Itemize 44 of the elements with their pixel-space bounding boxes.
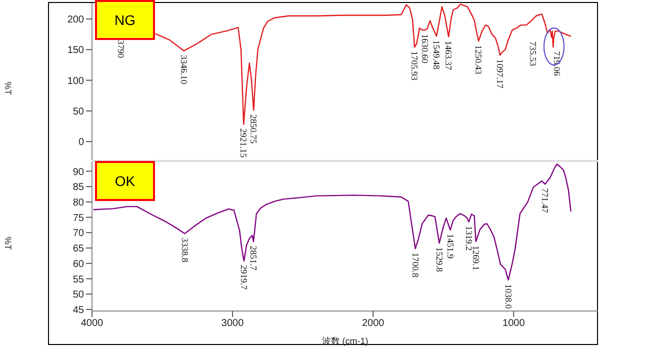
- y-tick-label: 100: [67, 76, 84, 87]
- annotation: 1630.60: [420, 34, 430, 64]
- annotation: 735.53: [528, 41, 538, 67]
- annotation: 1451.9: [445, 234, 456, 260]
- annotation: 1705.93: [410, 51, 420, 81]
- y-tick-label: 60: [72, 258, 84, 270]
- y-tick-label: 0: [78, 137, 84, 148]
- y-tick-label: 70: [72, 228, 84, 240]
- annotation: 1038.0: [503, 284, 514, 310]
- y-tick-label: 55: [72, 274, 84, 286]
- x-axis-title: 波数 (cm-1): [320, 335, 370, 348]
- text: OK: [95, 161, 155, 201]
- y-tick-label: 150: [67, 45, 84, 56]
- annotation: 1549.48: [432, 40, 442, 70]
- y-tick-label: 200: [67, 14, 84, 26]
- y-tick-label: 90: [72, 166, 84, 178]
- annotation: 1463.37: [444, 40, 454, 70]
- annotation: 3338.8: [180, 238, 190, 263]
- annotation: 2851.7: [248, 246, 258, 271]
- annotation: 1097.17: [495, 59, 506, 89]
- x-tick-label: 2000: [362, 318, 385, 330]
- x-tick-label: 4000: [80, 318, 104, 330]
- x-tick-label: 1000: [502, 318, 526, 330]
- y-axis-title: %T: [2, 82, 13, 96]
- y-tick-label: 75: [72, 212, 84, 224]
- y-tick-label: 50: [72, 106, 84, 118]
- annotation: 3346.10: [178, 54, 189, 85]
- text: NG: [95, 0, 155, 40]
- y-tick-label: 45: [72, 305, 84, 316]
- annotation: 771.47: [540, 188, 550, 214]
- y-tick-label: 80: [72, 197, 84, 208]
- annotation: 2850.75: [248, 114, 259, 144]
- annotation: 1529.8: [434, 247, 444, 272]
- y-tick-label: 50: [72, 290, 84, 301]
- y-axis-title: %T: [2, 236, 13, 250]
- annotation: 2921.15: [238, 128, 249, 158]
- annotation: 2919.7: [238, 264, 249, 290]
- annotation: 1250.43: [474, 45, 484, 75]
- y-tick-label: 65: [72, 244, 84, 255]
- annotation: 719.06: [552, 51, 562, 76]
- annotation: 1700.8: [410, 252, 420, 278]
- x-tick-label: 3000: [221, 318, 244, 330]
- annotation: 3790: [116, 40, 126, 58]
- y-tick-label: 85: [72, 182, 84, 194]
